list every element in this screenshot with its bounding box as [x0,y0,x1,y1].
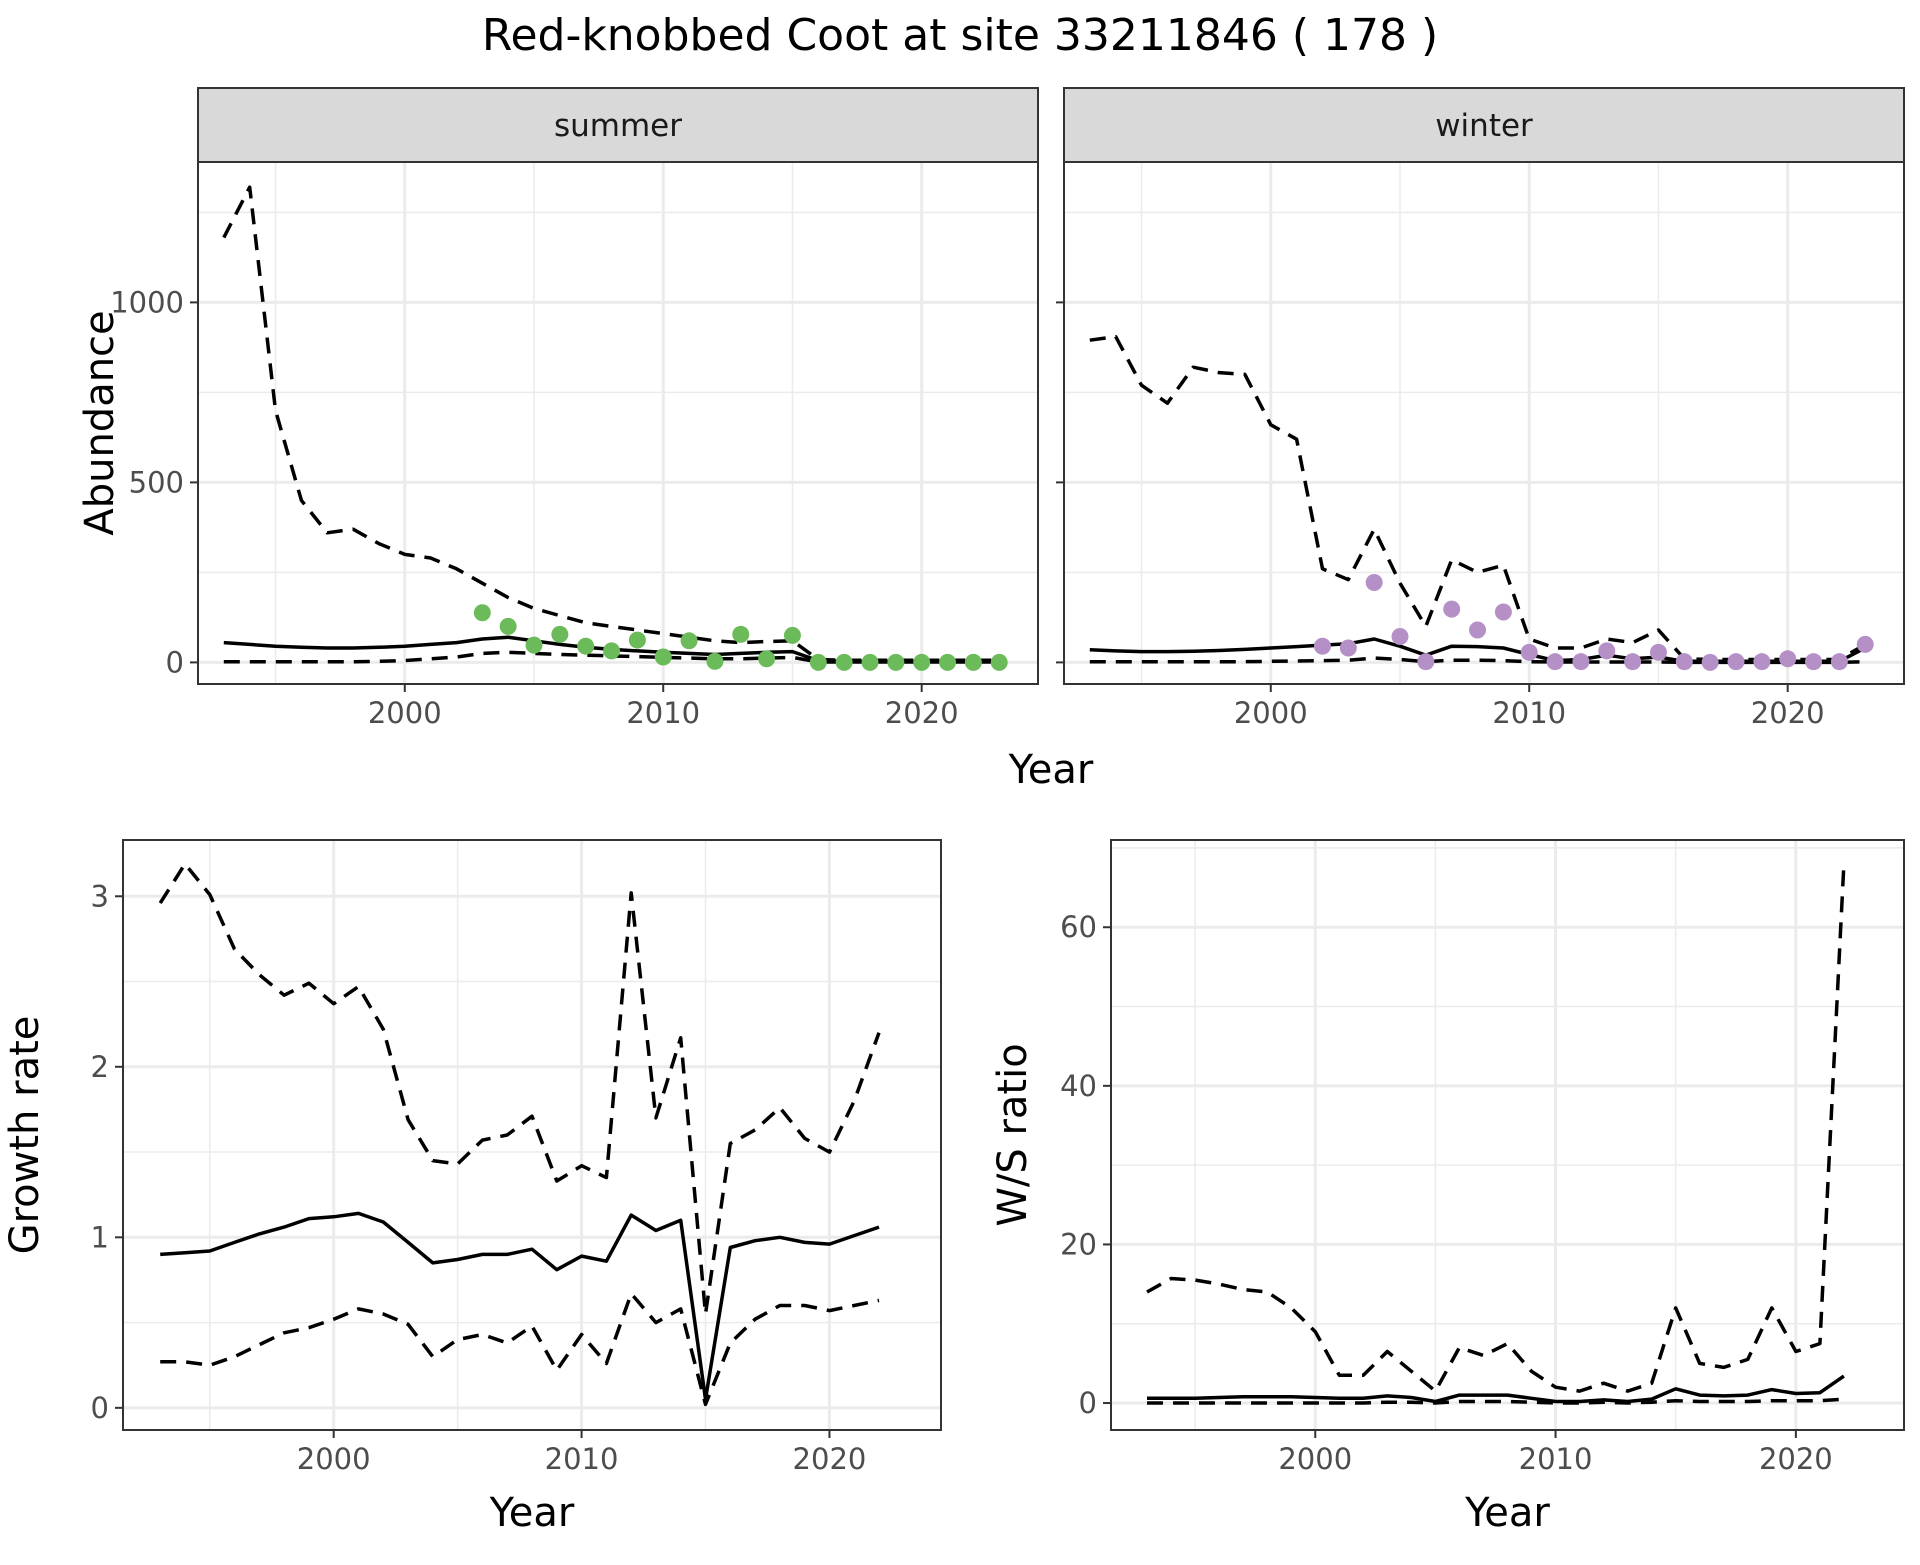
data-point [939,653,957,671]
y-tick-label: 1000 [110,285,184,319]
x-tick-label: 2020 [1751,696,1825,730]
data-point [990,653,1008,671]
panel-background [1111,840,1904,1430]
data-point [835,653,853,671]
data-point [654,648,672,666]
data-point [1313,637,1331,655]
facet-label: summer [554,108,682,144]
panel-background [123,840,941,1430]
facet-label: winter [1435,108,1533,144]
data-point [913,653,931,671]
data-point [732,625,750,643]
data-point [1469,621,1487,639]
data-point [783,626,801,644]
data-point [1649,643,1667,661]
x-tick-label: 2010 [545,1442,619,1476]
series-line-estimate [160,1211,880,1402]
x-tick-label: 2010 [1492,696,1566,730]
panel-background [198,162,1038,684]
series-line-bound [158,862,881,1316]
panel-border [1110,839,1905,1431]
data-point [1443,600,1461,618]
x-tick-label: 2000 [1234,696,1308,730]
data-point [680,632,698,650]
data-point [1624,653,1642,671]
data-point [551,625,569,643]
x-axis-label: Year [1464,1490,1550,1536]
y-tick-label: 20 [1060,1227,1097,1261]
data-point [758,650,776,668]
x-tick-label: 2000 [1278,1442,1352,1476]
data-point [809,653,827,671]
data-point [1701,653,1719,671]
y-axis-label: W/S ratio [990,1043,1036,1226]
y-tick-label: 0 [1079,1386,1097,1420]
x-tick-label: 2000 [297,1442,371,1476]
y-tick-label: 0 [91,1391,109,1425]
y-tick-label: 1 [91,1220,109,1254]
x-axis-label: Year [489,1490,575,1536]
facet-strip [197,87,1039,163]
data-point [1779,650,1797,668]
data-point [603,642,621,660]
data-point [525,636,543,654]
y-tick-label: 0 [166,645,184,679]
data-point [1365,573,1383,591]
series-line-bound [1147,1397,1845,1405]
x-tick-label: 2010 [1519,1442,1593,1476]
panel-1: winter 2000 2010 2020 [1056,87,1905,730]
y-tick-label: 500 [129,465,184,499]
data-point [1675,653,1693,671]
y-tick-label: 40 [1060,1069,1097,1103]
data-point [1572,653,1590,671]
data-point [1494,603,1512,621]
data-point [861,653,879,671]
panel-border [122,839,942,1431]
data-point [1417,653,1435,671]
facet-strip [1063,87,1905,163]
y-tick-label: 3 [91,879,109,913]
y-tick-label: 2 [91,1050,109,1084]
data-point [1598,642,1616,660]
panel-3: 2000 2010 2020 0 20 40 60 Year W/S ratio [990,839,1905,1536]
data-point [473,604,491,622]
y-axis-label: Growth rate [2,1016,48,1255]
data-point [1546,653,1564,671]
x-tick-label: 2020 [1759,1442,1833,1476]
data-point [1339,639,1357,657]
data-point [577,637,595,655]
data-point [706,652,724,670]
series-line-bound [222,185,1000,662]
data-point [1753,653,1771,671]
x-tick-label: 2000 [368,696,442,730]
panel-2: 2000 2010 2020 0 1 2 3 Year Growth rate [2,839,942,1536]
data-point [1391,627,1409,645]
data-point [1520,643,1538,661]
chart-title: Red-knobbed Coot at site 33211846 ( 178 … [482,10,1438,61]
panel-background [1064,162,1904,684]
data-point [1805,653,1823,671]
series-line-bound [160,1291,880,1407]
facet-x-axis-label: Year [1008,747,1094,793]
data-point [1727,653,1745,671]
data-point [887,653,905,671]
series-line-bound [1146,863,1846,1393]
y-tick-label: 60 [1060,910,1097,944]
data-point [499,617,517,635]
series-line-estimate [1147,1374,1845,1404]
x-tick-label: 2010 [626,696,700,730]
data-point [1830,653,1848,671]
data-point [964,653,982,671]
x-tick-label: 2020 [793,1442,867,1476]
data-point [628,631,646,649]
data-point [1856,635,1874,653]
x-tick-label: 2020 [885,696,959,730]
y-axis-label: Abundance [77,310,123,535]
